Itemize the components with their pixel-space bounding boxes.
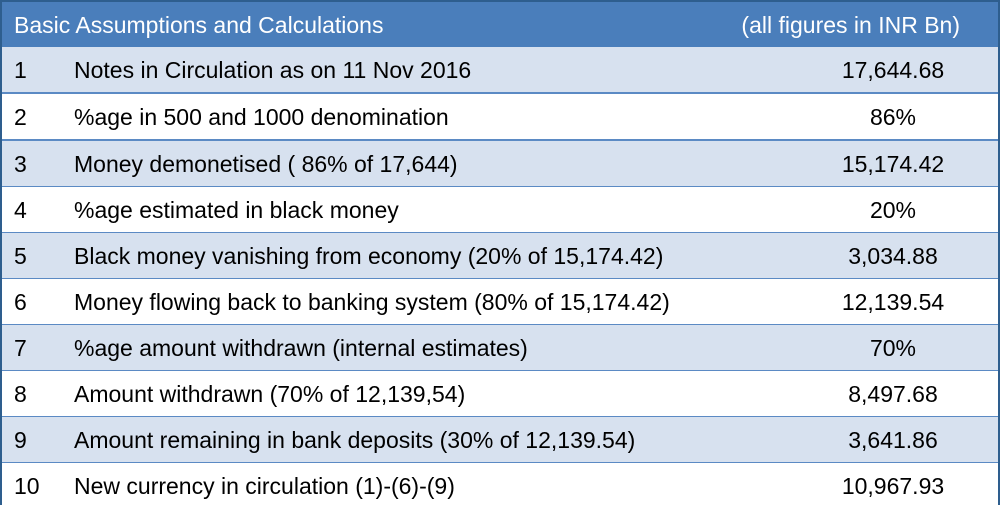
- row-value: 3,641.86: [848, 427, 938, 453]
- table-row: 1 Notes in Circulation as on 11 Nov 2016…: [2, 47, 998, 94]
- row-value: 12,139.54: [841, 289, 945, 315]
- table-row: 9 Amount remaining in bank deposits (30%…: [2, 417, 998, 464]
- units-note: (all figures in INR Bn): [741, 12, 960, 38]
- table-row: 4 %age estimated in black money 20%: [2, 187, 998, 234]
- row-number: 6: [14, 289, 27, 315]
- row-number: 7: [14, 335, 27, 361]
- row-value: 17,644.68: [841, 57, 945, 83]
- row-number: 5: [14, 243, 27, 269]
- row-description: Notes in Circulation as on 11 Nov 2016: [74, 57, 472, 83]
- row-description: Amount remaining in bank deposits (30% o…: [74, 427, 636, 453]
- table-row: 7 %age amount withdrawn (internal estima…: [2, 325, 998, 372]
- row-description: %age in 500 and 1000 denomination: [74, 104, 449, 130]
- table-row: 10 New currency in circulation (1)-(6)-(…: [2, 463, 998, 508]
- row-description: Money demonetised ( 86% of 17,644): [74, 151, 458, 177]
- row-value: 3,034.88: [848, 243, 938, 269]
- row-value: 20%: [869, 197, 917, 223]
- row-description: %age amount withdrawn (internal estimate…: [74, 335, 528, 361]
- table-row: 3 Money demonetised ( 86% of 17,644) 15,…: [2, 141, 998, 188]
- row-number: 9: [14, 427, 27, 453]
- row-description: %age estimated in black money: [74, 197, 399, 223]
- row-description: Black money vanishing from economy (20% …: [74, 243, 664, 269]
- table-row: 8 Amount withdrawn (70% of 12,139,54) 8,…: [2, 371, 998, 418]
- row-value: 15,174.42: [841, 151, 945, 177]
- row-number: 1: [14, 57, 27, 83]
- row-number: 10: [14, 473, 40, 499]
- row-number: 2: [14, 104, 27, 130]
- row-description: Amount withdrawn (70% of 12,139,54): [74, 381, 466, 407]
- table-row: 2 %age in 500 and 1000 denomination 86%: [2, 94, 998, 141]
- row-value: 10,967.93: [841, 473, 945, 499]
- table-title: Basic Assumptions and Calculations: [14, 12, 384, 38]
- table-header: Basic Assumptions and Calculations (all …: [2, 2, 998, 49]
- row-description: Money flowing back to banking system (80…: [74, 289, 670, 315]
- row-value: 8,497.68: [848, 381, 938, 407]
- row-description: New currency in circulation (1)-(6)-(9): [74, 473, 455, 499]
- table-row: 5 Black money vanishing from economy (20…: [2, 233, 998, 280]
- row-number: 4: [14, 197, 27, 223]
- row-number: 8: [14, 381, 27, 407]
- row-value: 86%: [869, 104, 917, 130]
- row-value: 70%: [869, 335, 917, 361]
- table-row: 6 Money flowing back to banking system (…: [2, 279, 998, 326]
- row-number: 3: [14, 151, 27, 177]
